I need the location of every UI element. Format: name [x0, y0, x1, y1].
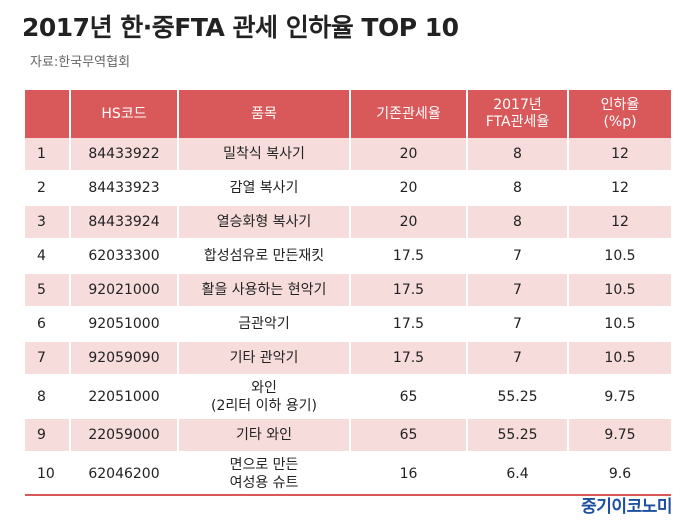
fta-rate-cell: 8	[467, 171, 569, 206]
table-row: 7 92059090 기타 관악기 17.5 7 10.5	[25, 341, 671, 376]
row-number: 3	[25, 205, 71, 240]
row-number: 7	[25, 341, 71, 376]
cut-rate-cell: 12	[568, 205, 671, 240]
hs-code-cell: 62046200	[70, 452, 179, 496]
fta-rate-cell: 7	[467, 341, 569, 376]
brand-logo: 중기이코노미	[581, 497, 672, 517]
hs-code-cell: 22059000	[70, 418, 179, 453]
table-row: 5 92021000 활을 사용하는 현악기 17.5 7 10.5	[25, 273, 671, 308]
cut-rate-cell: 9.75	[568, 418, 671, 453]
table-body: 1 84433922 밀착식 복사기 20 8 12 2 84433923 감열 복사기 20 8 1…	[25, 138, 671, 496]
base-rate-cell: 17.5	[350, 307, 468, 342]
row-number: 10	[25, 452, 71, 496]
cut-rate-cell: 9.75	[568, 375, 671, 419]
table-row: 4 62033300 합성섬유로 만든재킷 17.5 7 10.5	[25, 239, 671, 274]
base-rate-cell: 16	[350, 452, 468, 496]
cut-rate-cell: 10.5	[568, 239, 671, 274]
header-cut-rate: 인하율 (%p)	[568, 90, 671, 138]
base-rate-cell: 17.5	[350, 273, 468, 308]
row-number: 1	[25, 138, 71, 172]
hs-code-cell: 84433923	[70, 171, 179, 206]
fta-rate-cell: 7	[467, 273, 569, 308]
page-title: 2017년 한·중FTA 관세 인하율 TOP 10	[22, 13, 459, 42]
header-no	[25, 90, 71, 138]
item-cell: 금관악기	[178, 307, 351, 342]
table-row: 3 84433924 열승화형 복사기 20 8 12	[25, 205, 671, 240]
hs-code-cell: 62033300	[70, 239, 179, 274]
item-cell: 열승화형 복사기	[178, 205, 351, 240]
source-note: 자료:한국무역협회	[30, 55, 131, 70]
cut-rate-cell: 10.5	[568, 341, 671, 376]
item-cell: 기타 와인	[178, 418, 351, 453]
header-item: 품목	[178, 90, 351, 138]
row-number: 4	[25, 239, 71, 274]
item-cell: 감열 복사기	[178, 171, 351, 206]
table-row: 1 84433922 밀착식 복사기 20 8 12	[25, 138, 671, 172]
item-cell: 와인 (2리터 이하 용기)	[178, 375, 351, 419]
table-row: 6 92051000 금관악기 17.5 7 10.5	[25, 307, 671, 342]
cut-rate-cell: 10.5	[568, 273, 671, 308]
cut-rate-cell: 12	[568, 171, 671, 206]
hs-code-cell: 92051000	[70, 307, 179, 342]
fta-rate-cell: 6.4	[467, 452, 569, 496]
fta-rate-cell: 8	[467, 205, 569, 240]
fta-rate-cell: 55.25	[467, 418, 569, 453]
fta-rate-cell: 55.25	[467, 375, 569, 419]
item-cell: 밀착식 복사기	[178, 138, 351, 172]
base-rate-cell: 65	[350, 375, 468, 419]
cut-rate-cell: 9.6	[568, 452, 671, 496]
item-cell: 합성섬유로 만든재킷	[178, 239, 351, 274]
row-number: 9	[25, 418, 71, 453]
base-rate-cell: 17.5	[350, 341, 468, 376]
row-number: 8	[25, 375, 71, 419]
cut-rate-cell: 10.5	[568, 307, 671, 342]
header-row: HS코드 품목 기존관세율 2017년 FTA관세율 인하율 (%p)	[25, 90, 671, 138]
base-rate-cell: 65	[350, 418, 468, 453]
fta-rate-cell: 8	[467, 138, 569, 172]
tariff-table: HS코드 품목 기존관세율 2017년 FTA관세율 인하율 (%p) 1 844…	[25, 90, 671, 496]
row-number: 6	[25, 307, 71, 342]
base-rate-cell: 20	[350, 138, 468, 172]
hs-code-cell: 84433924	[70, 205, 179, 240]
hs-code-cell: 92059090	[70, 341, 179, 376]
base-rate-cell: 17.5	[350, 239, 468, 274]
table-row: 8 22051000 와인 (2리터 이하 용기) 65 55.25 9.75	[25, 375, 671, 419]
item-cell: 활을 사용하는 현악기	[178, 273, 351, 308]
hs-code-cell: 92021000	[70, 273, 179, 308]
header-fta-rate: 2017년 FTA관세율	[467, 90, 569, 138]
row-number: 5	[25, 273, 71, 308]
item-cell: 기타 관악기	[178, 341, 351, 376]
header-base-rate: 기존관세율	[350, 90, 468, 138]
base-rate-cell: 20	[350, 205, 468, 240]
hs-code-cell: 84433922	[70, 138, 179, 172]
table-row: 9 22059000 기타 와인 65 55.25 9.75	[25, 418, 671, 453]
fta-rate-cell: 7	[467, 307, 569, 342]
base-rate-cell: 20	[350, 171, 468, 206]
fta-rate-cell: 7	[467, 239, 569, 274]
cut-rate-cell: 12	[568, 138, 671, 172]
table-row: 10 62046200 면으로 만든 여성용 슈트 16 6.4 9.6	[25, 452, 671, 496]
header-hs-code: HS코드	[70, 90, 179, 138]
table-row: 2 84433923 감열 복사기 20 8 12	[25, 171, 671, 206]
item-cell: 면으로 만든 여성용 슈트	[178, 452, 351, 496]
row-number: 2	[25, 171, 71, 206]
hs-code-cell: 22051000	[70, 375, 179, 419]
